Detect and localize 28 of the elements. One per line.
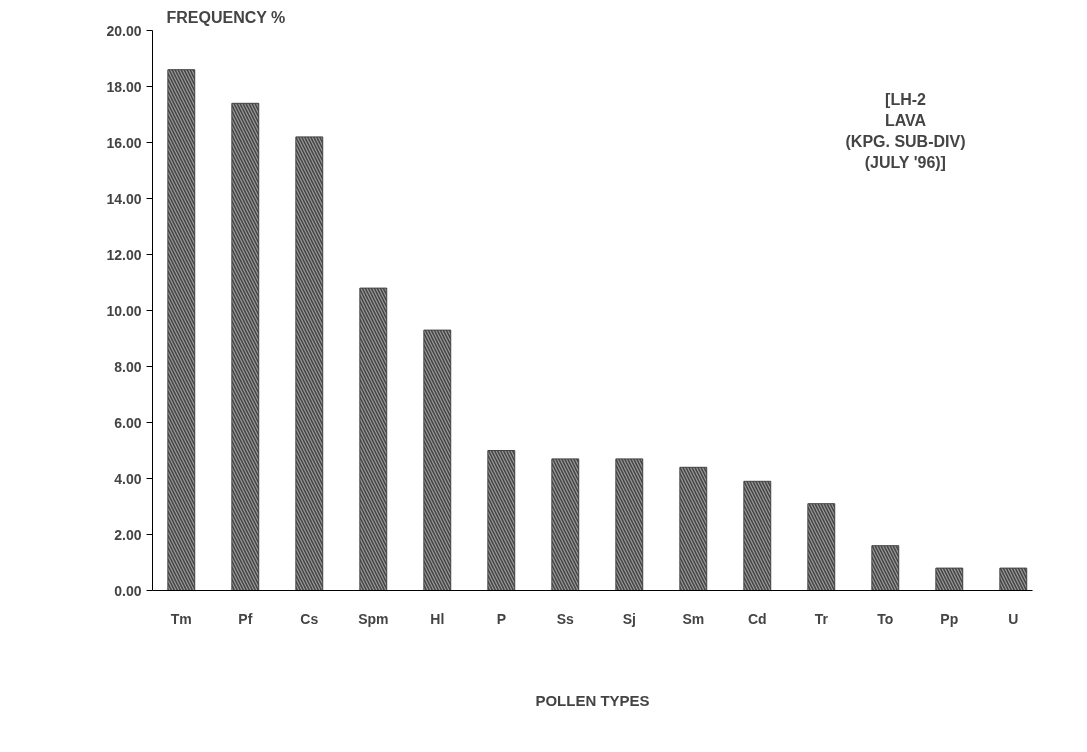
x-tick-label: Tr <box>814 610 829 627</box>
y-tick-label: 8.00 <box>114 358 142 375</box>
y-tick-label: 12.00 <box>106 246 142 263</box>
x-tick-label: Pp <box>940 610 959 627</box>
y-tick-label: 20.00 <box>106 22 142 39</box>
x-tick-label: Ss <box>556 610 575 627</box>
x-tick-label: Cd <box>747 610 767 627</box>
y-tick-label: 2.00 <box>114 526 142 543</box>
x-tick-label: Cs <box>300 610 319 627</box>
x-tick-label: Spm <box>358 610 389 627</box>
y-tick-label: 16.00 <box>106 134 142 151</box>
y-tick-label: 14.00 <box>106 190 142 207</box>
x-tick-label: Sj <box>622 610 636 627</box>
x-tick-label: Pf <box>238 610 253 627</box>
x-tick-label: P <box>496 610 506 627</box>
x-tick-label: To <box>877 610 894 627</box>
x-tick-label: U <box>1008 610 1019 627</box>
y-tick-label: 10.00 <box>106 302 142 319</box>
y-tick-label: 0.00 <box>114 582 142 599</box>
y-axis-title: FREQUENCY % <box>166 8 286 26</box>
x-tick-label: Sm <box>682 610 705 627</box>
x-axis-title: POLLEN TYPES <box>535 691 650 709</box>
y-tick-label: 4.00 <box>114 470 142 487</box>
text: [LH-2 LAVA (KPG. SUB-DIV) (JULY '96)] <box>845 90 966 172</box>
x-tick-label: Tm <box>170 610 192 627</box>
y-tick-label: 18.00 <box>106 78 142 95</box>
x-tick-label: Hl <box>430 610 445 627</box>
y-tick-label: 6.00 <box>114 414 142 431</box>
